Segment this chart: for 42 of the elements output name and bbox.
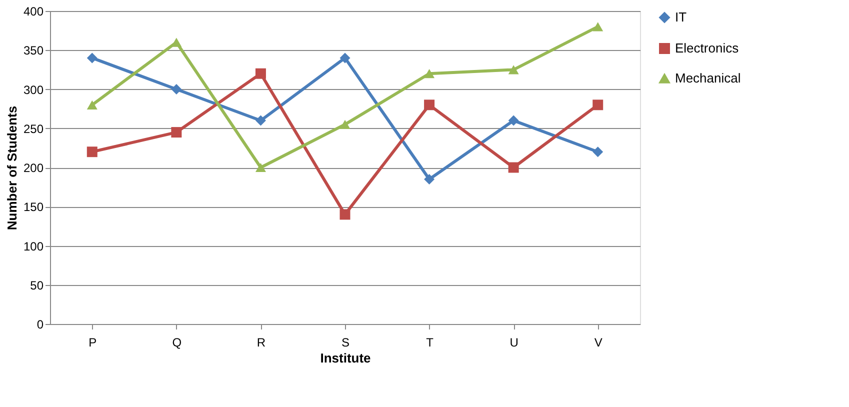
x-tick-label: R bbox=[256, 336, 266, 350]
point bbox=[340, 52, 350, 64]
point bbox=[508, 65, 519, 74]
point bbox=[592, 146, 604, 158]
point bbox=[86, 100, 98, 110]
y-tick-label: 250 bbox=[23, 122, 44, 136]
point bbox=[171, 127, 182, 138]
point bbox=[424, 174, 435, 184]
y-tick-label: 100 bbox=[23, 239, 44, 254]
point bbox=[592, 22, 604, 32]
x-tick-label: U bbox=[510, 336, 518, 350]
x-tick-label: T bbox=[426, 336, 434, 350]
point bbox=[86, 146, 98, 158]
y-tick-label: 200 bbox=[23, 161, 44, 175]
y-tick-label: 300 bbox=[23, 82, 44, 97]
x-tick-label: P bbox=[88, 336, 97, 350]
legend-label: Electronics bbox=[675, 40, 740, 56]
point bbox=[171, 84, 182, 94]
point bbox=[255, 162, 266, 172]
y-tick-label: 150 bbox=[23, 200, 44, 214]
point bbox=[424, 69, 435, 78]
x-axis-title: Institute bbox=[320, 350, 371, 366]
point bbox=[592, 100, 604, 110]
point bbox=[340, 120, 350, 130]
y-tick-label: 0 bbox=[36, 318, 44, 332]
point bbox=[171, 38, 182, 47]
y-tick-label: 400 bbox=[23, 4, 44, 18]
point bbox=[86, 52, 98, 64]
point bbox=[508, 162, 519, 173]
y-tick-label: 350 bbox=[23, 44, 44, 58]
x-tick-label: S bbox=[341, 336, 350, 350]
legend-label: Mechanical bbox=[675, 70, 741, 86]
point bbox=[340, 209, 350, 220]
x-tick-label: V bbox=[594, 336, 602, 350]
point bbox=[255, 68, 266, 79]
x-tick-label: Q bbox=[172, 336, 182, 350]
legend-label: IT bbox=[675, 10, 687, 24]
point bbox=[508, 115, 519, 126]
point bbox=[424, 100, 435, 110]
point bbox=[255, 115, 266, 126]
y-tick-label: 50 bbox=[30, 278, 44, 292]
y-axis-title: Number of Students bbox=[4, 106, 20, 230]
